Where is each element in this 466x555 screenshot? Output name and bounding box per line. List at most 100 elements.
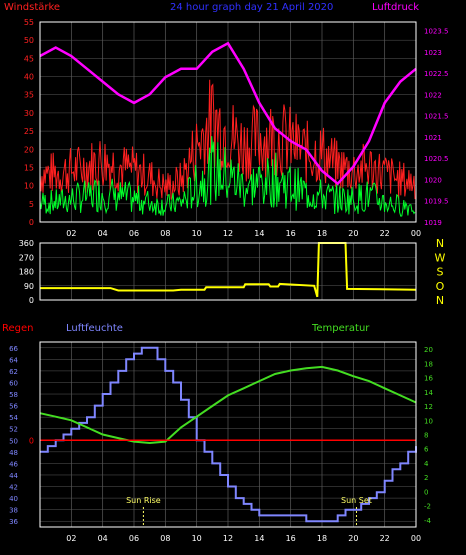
wind-x-tick-label: 04 — [98, 229, 108, 238]
wind-x-tick-label: 16 — [286, 229, 296, 238]
humidity-x-tick-label: 00 — [411, 534, 421, 543]
humidity-tick-label: 60 — [9, 379, 18, 387]
pressure-tick-label: 1023 — [424, 49, 442, 57]
humidity-temperature-panel: Regen Luftfeuchte Temperatur 03638404244… — [2, 323, 433, 543]
pressure-tick-label: 1019.5 — [424, 198, 449, 206]
humidity-line — [40, 346, 417, 523]
compass-tick-label: W — [435, 251, 446, 264]
compass-tick-label: N — [436, 294, 444, 307]
humidity-tick-label: 36 — [9, 518, 18, 526]
direction-frame — [39, 242, 417, 301]
compass-tick-label: N — [436, 237, 444, 250]
temperature-tick-label: 12 — [424, 403, 433, 411]
wind-x-tick-label: 22 — [380, 229, 390, 238]
humidity-tick-label: 66 — [9, 345, 18, 353]
humidity-tick-label: 46 — [9, 460, 18, 468]
wind-tick-label: 50 — [24, 36, 34, 45]
humidity-tick-label: 44 — [9, 472, 18, 480]
wind-frame — [39, 21, 417, 223]
wind-tick-label: 15 — [24, 163, 34, 172]
gust-line — [39, 79, 416, 200]
pressure-tick-label: 1023.5 — [424, 28, 449, 36]
wind-x-tick-label: 12 — [223, 229, 233, 238]
wind-x-tick-label: 02 — [66, 229, 76, 238]
wind-tick-label: 10 — [24, 182, 34, 191]
humidity-x-tick-label: 20 — [348, 534, 358, 543]
wind-x-tick-label: 00 — [411, 229, 421, 238]
wind-x-tick-label: 10 — [192, 229, 202, 238]
humidity-x-tick-label: 08 — [160, 534, 170, 543]
rain-tick-label: 0 — [29, 436, 34, 445]
direction-tick-label: 90 — [24, 282, 34, 291]
pressure-axis-title: Luftdruck — [372, 2, 419, 13]
wind-x-tick-label: 14 — [254, 229, 264, 238]
pressure-tick-label: 1020 — [424, 176, 442, 184]
humidity-tick-label: 54 — [9, 414, 18, 422]
wind-line — [39, 136, 416, 217]
wind-tick-label: 20 — [24, 145, 34, 154]
wind-tick-label: 0 — [29, 218, 34, 227]
humidity-axis-title: Luftfeuchte — [66, 323, 123, 334]
sun-set-label: Sun Set — [341, 496, 372, 505]
direction-tick-label: 360 — [19, 239, 34, 248]
pressure-tick-label: 1022.5 — [424, 70, 449, 78]
pressure-tick-label: 1019 — [424, 219, 442, 227]
wind-axes: 051015202530354045505510191019.510201020… — [24, 18, 449, 238]
humidity-x-tick-label: 16 — [286, 534, 296, 543]
humidity-tick-label: 50 — [9, 437, 18, 445]
wind-x-tick-label: 20 — [348, 229, 358, 238]
wind-tick-label: 45 — [24, 54, 34, 63]
pressure-tick-label: 1021.5 — [424, 113, 449, 121]
temperature-tick-label: 6 — [424, 446, 429, 454]
humidity-tick-label: 62 — [9, 368, 18, 376]
humidity-tick-label: 58 — [9, 391, 18, 399]
wind-pressure-panel: Windstärke 24 hour graph day 21 April 20… — [4, 2, 449, 238]
temperature-axis-title: Temperatur — [311, 323, 370, 334]
wind-series — [39, 41, 417, 217]
humidity-x-tick-label: 12 — [223, 534, 233, 543]
temperature-tick-label: 20 — [424, 346, 433, 354]
wind-tick-label: 25 — [24, 127, 34, 136]
humidity-tick-label: 52 — [9, 426, 18, 434]
humidity-x-tick-label: 06 — [129, 534, 139, 543]
temperature-line — [39, 365, 417, 445]
humidity-tick-label: 64 — [9, 356, 18, 364]
humidity-tick-label: 48 — [9, 449, 18, 457]
sun-rise-label: Sun Rise — [126, 496, 161, 505]
wind-x-tick-label: 06 — [129, 229, 139, 238]
compass-tick-label: S — [437, 266, 444, 279]
temperature-tick-label: -2 — [424, 503, 431, 511]
humidity-tick-label: 38 — [9, 507, 18, 515]
temperature-tick-label: 0 — [424, 488, 428, 496]
direction-tick-label: 180 — [19, 268, 34, 277]
pressure-tick-label: 1022 — [424, 91, 442, 99]
humidity-x-tick-label: 10 — [192, 534, 202, 543]
humidity-tick-label: 40 — [9, 495, 18, 503]
wind-tick-label: 30 — [24, 109, 34, 118]
wind-x-tick-label: 08 — [160, 229, 170, 238]
temperature-tick-label: 14 — [424, 389, 433, 397]
chart-title: 24 hour graph day 21 April 2020 — [170, 2, 333, 13]
wind-tick-label: 55 — [24, 18, 34, 27]
wind-axis-title: Windstärke — [4, 2, 60, 13]
temperature-tick-label: 10 — [424, 417, 433, 425]
humidity-frame — [39, 341, 417, 528]
pressure-line — [39, 41, 417, 186]
temperature-tick-label: 4 — [424, 460, 429, 468]
humidity-x-tick-label: 18 — [317, 534, 327, 543]
humidity-tick-label: 42 — [9, 484, 18, 492]
humidity-x-tick-label: 02 — [66, 534, 76, 543]
wind-tick-label: 40 — [24, 73, 34, 82]
humidity-x-tick-label: 14 — [254, 534, 264, 543]
humidity-tick-label: 56 — [9, 403, 18, 411]
wind-tick-label: 5 — [29, 200, 34, 209]
temperature-tick-label: 18 — [424, 360, 433, 368]
humidity-x-tick-label: 04 — [98, 534, 108, 543]
direction-tick-label: 0 — [29, 296, 34, 305]
temperature-tick-label: 8 — [424, 432, 428, 440]
pressure-tick-label: 1020.5 — [424, 155, 449, 163]
pressure-tick-label: 1021 — [424, 134, 442, 142]
